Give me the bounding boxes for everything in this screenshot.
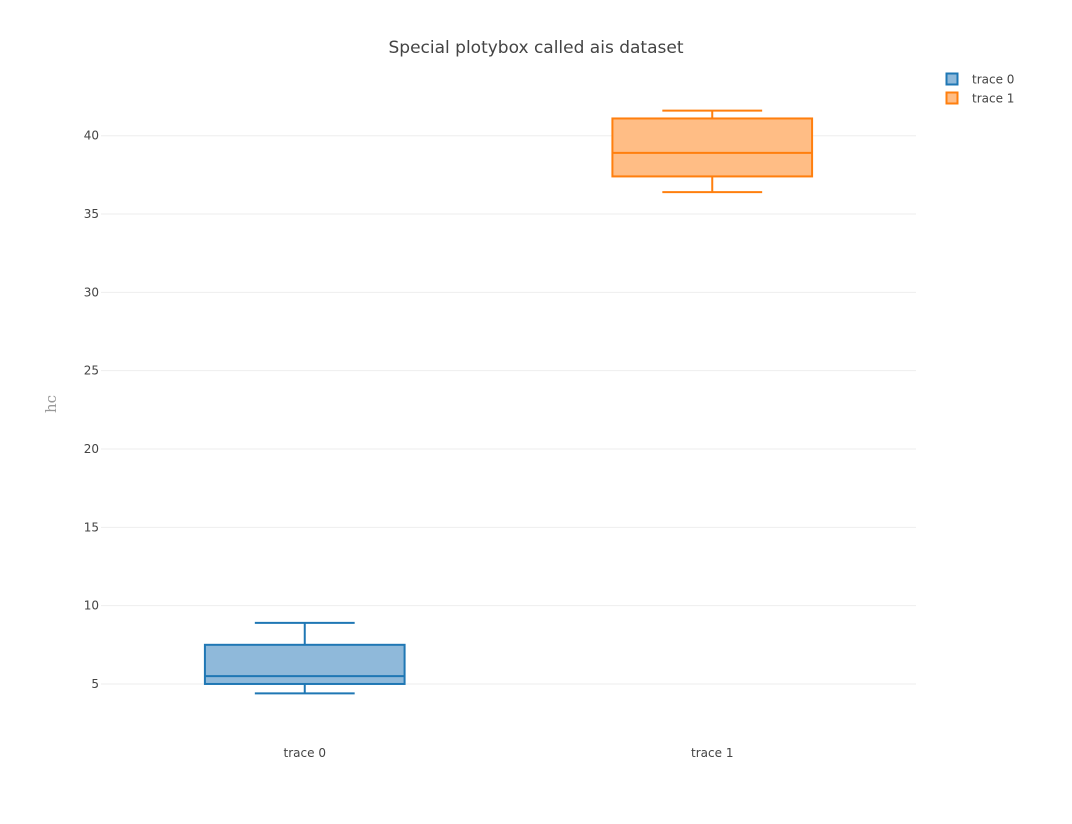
y-tick-label: 20: [84, 442, 99, 456]
y-axis-label: hc: [42, 395, 60, 413]
legend-swatch: [945, 91, 959, 105]
y-tick-label: 5: [91, 677, 99, 691]
grid-lines: [101, 135, 916, 685]
y-tick-label: 40: [84, 129, 99, 143]
y-tick-label: 30: [84, 285, 99, 299]
y-tick-label: 10: [84, 599, 99, 613]
x-tick-label: trace 0: [284, 746, 326, 760]
legend-swatch: [945, 72, 959, 86]
y-axis-tick-labels: 5 10 15 20 25 30 35 40: [84, 129, 99, 691]
chart-title: Special plotybox called ais dataset: [389, 38, 684, 58]
box-trace-0: [203, 621, 406, 695]
box-trace-1: [611, 109, 814, 194]
x-axis-tick-labels: trace 0 trace 1: [284, 746, 734, 760]
y-tick-label: 15: [84, 520, 99, 534]
legend-label: trace 0: [972, 73, 1014, 87]
legend-label: trace 1: [972, 92, 1014, 106]
y-tick-label: 35: [84, 207, 99, 221]
x-tick-label: trace 1: [691, 746, 733, 760]
legend-item-1[interactable]: trace 1: [945, 91, 1015, 106]
box-traces: [203, 109, 814, 695]
legend[interactable]: trace 0 trace 1: [945, 72, 1015, 106]
y-tick-label: 25: [84, 364, 99, 378]
legend-item-0[interactable]: trace 0: [945, 72, 1015, 87]
box-iqr: [611, 117, 814, 178]
box-iqr: [203, 643, 406, 685]
